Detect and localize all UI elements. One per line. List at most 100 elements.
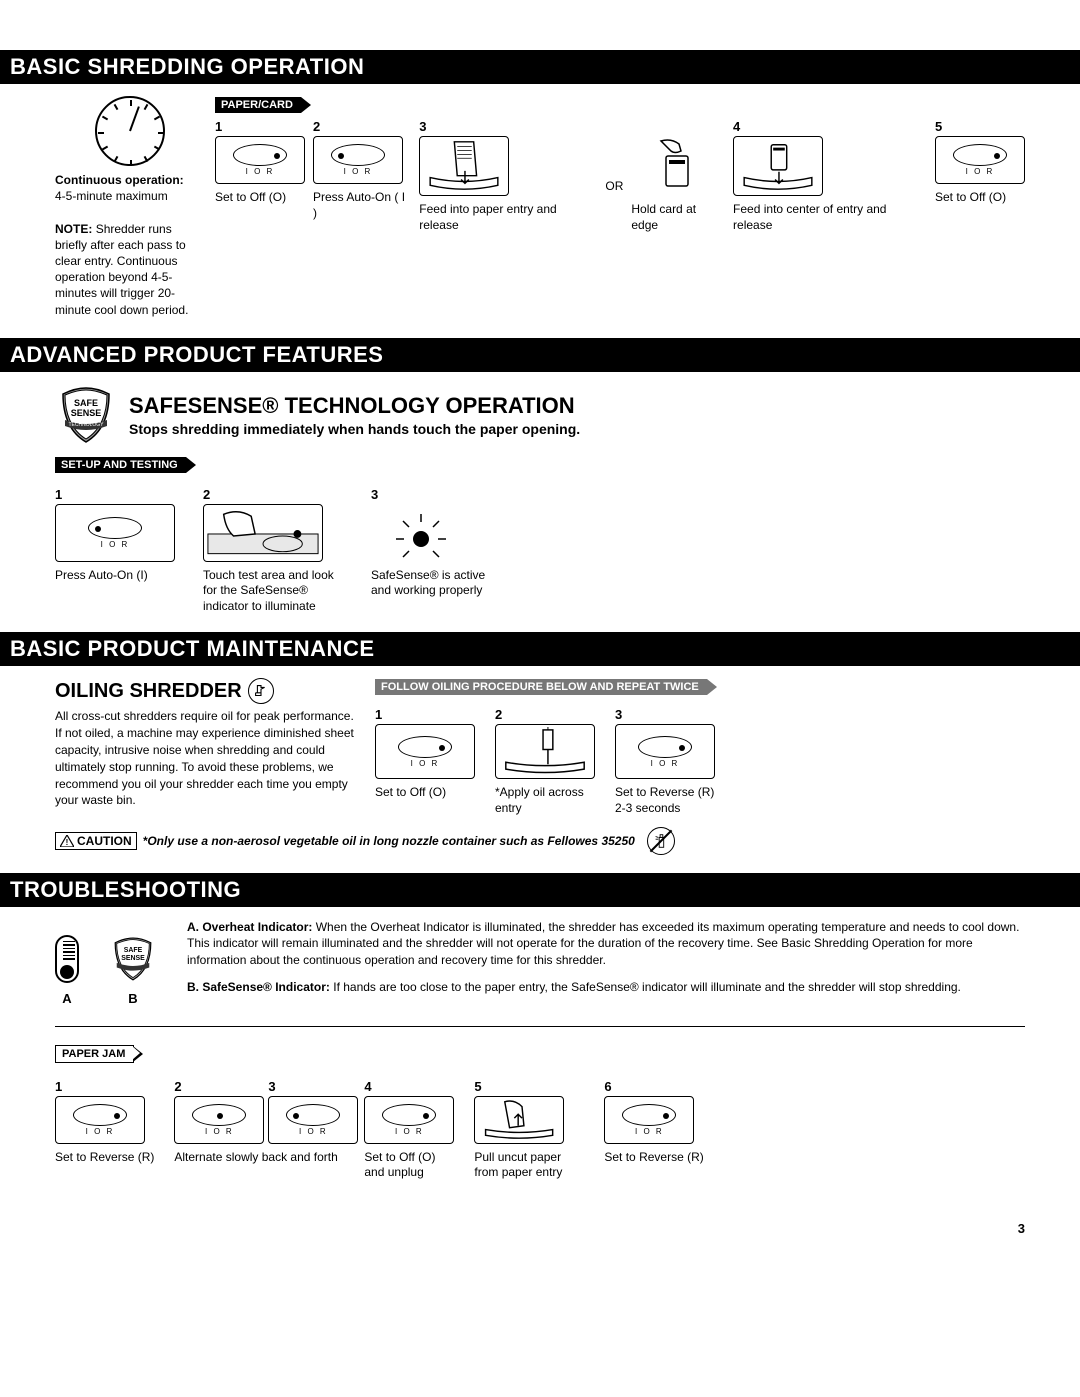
section-shredding-title: BASIC SHREDDING OPERATION: [0, 50, 1080, 84]
ior-label: I O R: [331, 167, 385, 176]
ior-label: I O R: [175, 1127, 263, 1136]
switch-icon: I O R: [604, 1096, 694, 1144]
ior-label: I O R: [605, 1127, 693, 1136]
step-caption: Set to Off (O): [375, 785, 446, 801]
step-num: 1: [55, 1079, 62, 1094]
svg-text:SENSE: SENSE: [121, 955, 145, 962]
step-num: 5: [935, 119, 942, 134]
step-caption: Set to Reverse (R): [604, 1150, 703, 1166]
setup-testing-tab: SET-UP AND TESTING: [55, 457, 186, 473]
switch-icon: I O R: [174, 1096, 264, 1144]
step-1: 1 I O R Set to Off (O): [215, 119, 305, 206]
step-num: 3: [419, 119, 426, 134]
step-num: 6: [604, 1079, 611, 1094]
step-2: 2 I O R Press Auto-On ( I ): [313, 119, 411, 221]
light-icon: [371, 504, 491, 562]
step-caption: Set to Off (O) and unplug: [364, 1150, 454, 1181]
ior-label: I O R: [88, 540, 142, 549]
svg-text:SAFE: SAFE: [74, 398, 98, 408]
step-caption: Set to Off (O): [935, 190, 1006, 206]
switch-icon: I O R: [615, 724, 715, 779]
troubleshooting-icons: A SAFE SENSE B: [55, 919, 157, 1006]
step-num: 2: [174, 1079, 264, 1094]
step-num: 2: [203, 487, 210, 502]
step-caption: Feed into paper entry and release: [419, 202, 597, 233]
shredding-steps: PAPER/CARD 1 I O R Set to Off (O) 2: [215, 96, 1025, 233]
step-caption: *Apply oil across entry: [495, 785, 595, 816]
step-caption: Set to Off (O): [215, 190, 286, 206]
ior-label: I O R: [365, 1127, 453, 1136]
maintenance-left: OILING SHREDDER All cross-cut shredders …: [55, 678, 355, 816]
or-label: OR: [605, 179, 623, 193]
step-num: 3: [615, 707, 622, 722]
svg-text:TECHNOLOGY: TECHNOLOGY: [68, 422, 104, 428]
jam-step-5: 5 Pull uncut paper from paper entry: [474, 1079, 584, 1181]
ior-label: I O R: [233, 167, 287, 176]
jam-step-6: 6 I O R Set to Reverse (R): [604, 1079, 703, 1181]
step-caption: Touch test area and look for the SafeSen…: [203, 568, 343, 615]
section-troubleshooting-title: TROUBLESHOOTING: [0, 873, 1080, 907]
shredding-row: Continuous operation: 4-5-minute maximum…: [55, 96, 1025, 318]
overheat-column: A: [55, 935, 79, 1006]
section-maintenance-title: BASIC PRODUCT MAINTENANCE: [0, 632, 1080, 666]
switch-icon: I O R: [935, 136, 1025, 184]
clock-text: Continuous operation: 4-5-minute maximum…: [55, 172, 205, 318]
step-num: 3: [268, 1079, 358, 1094]
clock-icon: [95, 96, 165, 166]
caution-badge: ! CAUTION: [55, 832, 137, 850]
switch-icon: I O R: [268, 1096, 358, 1144]
step-caption: Feed into center of entry and release: [733, 202, 927, 233]
step-caption: Press Auto-On ( I ): [313, 190, 411, 221]
ior-label: I O R: [56, 1127, 144, 1136]
ior-label: I O R: [953, 167, 1007, 176]
step-caption: Press Auto-On (I): [55, 568, 148, 584]
step-num: 5: [474, 1079, 481, 1094]
jam-step-4: 4 I O R Set to Off (O) and unplug: [364, 1079, 454, 1181]
switch-icon: I O R: [55, 504, 175, 562]
ss-step-2: 2 Touch test area and look for the SafeS…: [203, 487, 343, 615]
switch-icon: I O R: [364, 1096, 454, 1144]
troubleshooting-row: A SAFE SENSE B A. Overheat Indicator: Wh…: [55, 919, 1025, 1006]
troubleshooting-text: A. Overheat Indicator: When the Overheat…: [187, 919, 1025, 1006]
safesense-title: SAFESENSE® TECHNOLOGY OPERATION: [129, 393, 580, 419]
caution-text: *Only use a non-aerosol vegetable oil in…: [143, 834, 635, 848]
step-card: Hold card at edge: [631, 119, 725, 233]
ss-step-3: 3 SafeSense® is active and working prope…: [371, 487, 501, 615]
feed-card-icon: [733, 136, 823, 196]
switch-icon: I O R: [375, 724, 475, 779]
card-icon: [631, 136, 721, 196]
label-a: A: [62, 991, 71, 1006]
step-num: 4: [364, 1079, 371, 1094]
oiling-title-text: OILING SHREDDER: [55, 680, 242, 703]
maintenance-row: OILING SHREDDER All cross-cut shredders …: [55, 678, 1025, 816]
step-caption: Set to Reverse (R): [55, 1150, 154, 1166]
jam-step-2-3: 2 I O R 3 I O R Alternate slowly back an…: [174, 1079, 344, 1181]
oiling-title: OILING SHREDDER: [55, 678, 355, 704]
step-caption: Alternate slowly back and forth: [174, 1150, 337, 1166]
step-num: 4: [733, 119, 740, 134]
step-num: 1: [215, 119, 222, 134]
oiling-procedure-tab: FOLLOW OILING PROCEDURE BELOW AND REPEAT…: [375, 679, 707, 695]
jam-step-1: 1 I O R Set to Reverse (R): [55, 1079, 154, 1181]
divider: [55, 1026, 1025, 1027]
safesense-text: If hands are too close to the paper entr…: [333, 980, 961, 994]
no-aerosol-icon: [647, 827, 675, 855]
svg-text:!: !: [66, 838, 69, 847]
ior-label: I O R: [269, 1127, 357, 1136]
step-num: 1: [375, 707, 382, 722]
safesense-shield-icon: SAFE SENSE TECHNOLOGY: [55, 384, 117, 446]
switch-icon: I O R: [313, 136, 403, 184]
safesense-label: B. SafeSense® Indicator:: [187, 980, 330, 994]
touch-icon: [203, 504, 323, 562]
label-b: B: [128, 991, 137, 1006]
pull-paper-icon: [474, 1096, 564, 1144]
caution-label: CAUTION: [77, 834, 132, 848]
safesense-shield-small-icon: SAFE SENSE: [109, 935, 157, 983]
oil-can-icon: [248, 678, 274, 704]
step-num: 2: [313, 119, 320, 134]
ior-label: I O R: [638, 759, 692, 768]
paper-jam-tab: PAPER JAM: [55, 1045, 134, 1063]
safesense-subtitle: Stops shredding immediately when hands t…: [129, 421, 580, 437]
clock-column: Continuous operation: 4-5-minute maximum…: [55, 96, 205, 318]
apply-oil-icon: [495, 724, 595, 779]
